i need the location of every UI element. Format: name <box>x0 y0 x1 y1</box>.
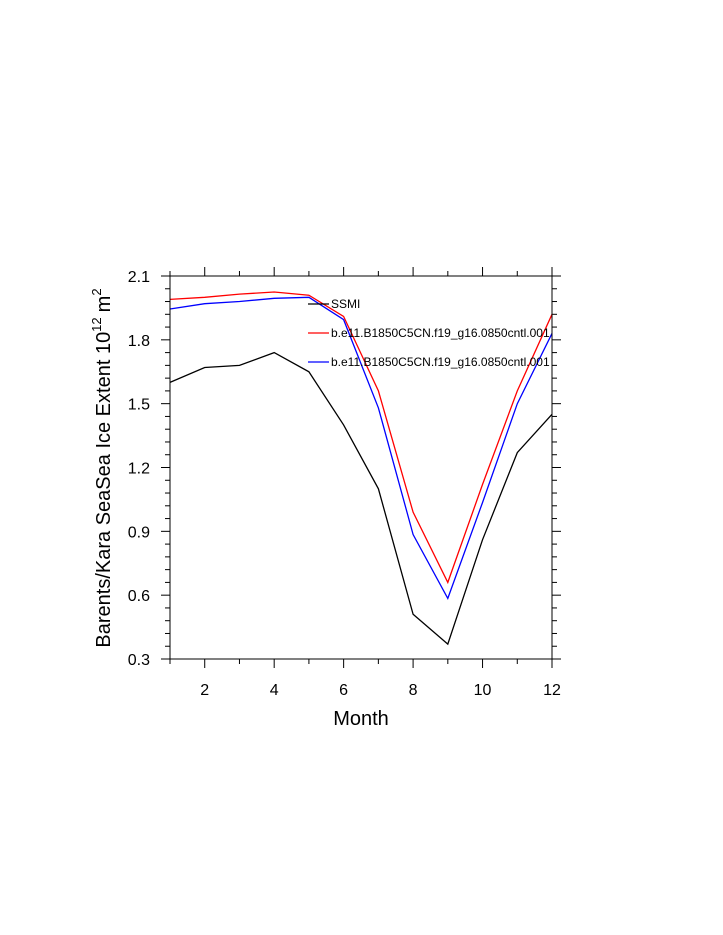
y-tick-label: 0.9 <box>128 524 150 541</box>
x-axis-title: Month <box>333 708 389 730</box>
y-tick-label: 1.2 <box>128 461 150 478</box>
series-lines <box>169 291 553 646</box>
x-tick-label: 2 <box>200 682 209 699</box>
legend-label: b.e11.B1850C5CN.f19_g16.0850cntl.001 <box>331 326 550 340</box>
y-tick-label: 0.3 <box>128 652 150 669</box>
series-line <box>169 351 553 646</box>
y-axis-title-main: Barents/Kara SeaSea Ice Extent 10 <box>93 332 115 648</box>
y-tick-label: 1.8 <box>128 333 150 350</box>
y-tick-label: 1.5 <box>128 397 150 414</box>
legend-label: SSMI <box>331 297 360 311</box>
y-tick-label: 0.6 <box>128 588 150 605</box>
x-tick-label: 10 <box>474 682 492 699</box>
series-line <box>169 291 553 585</box>
axis-ticks: 2 4 6 8 10 12 0.3 0.6 0.9 1.2 1.5 1.8 2.1 <box>128 267 561 699</box>
y-axis-title-exponent: 12 <box>89 317 104 331</box>
legend-label: b.e11.B1850C5CN.f19_g16.0850cntl.001 <box>331 355 550 369</box>
plot-frame <box>169 275 553 660</box>
x-tick-label: 8 <box>409 682 418 699</box>
legend: SSMI b.e11.B1850C5CN.f19_g16.0850cntl.001… <box>308 297 550 369</box>
y-axis-title-unit-exponent: 2 <box>89 288 104 295</box>
x-tick-label: 6 <box>339 682 348 699</box>
series-line <box>169 296 553 600</box>
x-tick-label: 12 <box>543 682 561 699</box>
x-tick-label: 4 <box>270 682 279 699</box>
y-axis-title: Barents/Kara SeaSea Ice Extent 1012 m2 <box>89 288 115 647</box>
y-tick-label: 2.1 <box>128 269 150 286</box>
y-axis-title-unit: m <box>93 296 115 313</box>
